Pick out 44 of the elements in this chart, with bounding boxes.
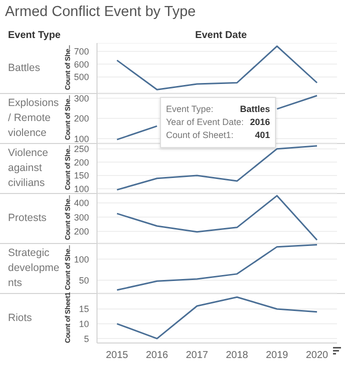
text: Protests [8,210,48,226]
line-series [116,194,318,241]
y-tick-label: 5 [84,334,89,344]
y-tick-label: 400 [74,198,89,208]
y-tick-label: 600 [74,59,89,70]
y-tick-label: 100 [74,254,89,264]
line-series [116,45,318,90]
y-tick-label: 200 [74,157,89,168]
y-tick-label: 100 [74,184,89,194]
y-tick-label: 500 [74,72,89,82]
annotation: Year of Event Date: [166,116,244,129]
y-tick-label: 300 [74,212,89,222]
x-tick-label: 2015 [106,350,129,362]
y-tick-label: 15 [78,304,89,314]
text: Strategic developments [8,246,60,290]
annotation: 401 [254,129,270,142]
annotation: Event Type: [166,103,214,116]
x-tick-label: 2016 [146,350,169,362]
text: Event Date [194,30,248,41]
y-tick-label: 200 [74,114,89,124]
y-tick-label: 700 [74,46,89,57]
x-tick-label: 2020 [306,350,329,362]
y-tick-label: 150 [74,170,89,181]
text: Violence against civilians [8,146,50,190]
annotation: Battles [240,103,270,116]
text: Armed Conflict Event by Type [5,4,196,20]
x-tick-label: 2017 [186,350,209,362]
text: Explosions/ Remote violence [8,96,60,140]
text: Event Type [8,30,61,41]
y-tick-label: 200 [74,226,89,237]
line-series [116,296,318,340]
y-tick-label: 250 [74,144,89,154]
x-tick-label: 2018 [226,350,249,362]
text: Battles [8,60,42,76]
text: Riots [8,310,33,326]
y-tick-label: 100 [74,134,89,144]
y-tick-label: 50 [78,275,89,286]
annotation: Count of Sheet1: [166,129,234,142]
line-series [116,244,318,291]
annotation: 2016 [250,116,270,129]
x-tick-label: 2019 [266,350,289,362]
line-series [116,145,318,191]
y-tick-label: 10 [78,318,89,329]
y-tick-label: 300 [74,93,89,104]
